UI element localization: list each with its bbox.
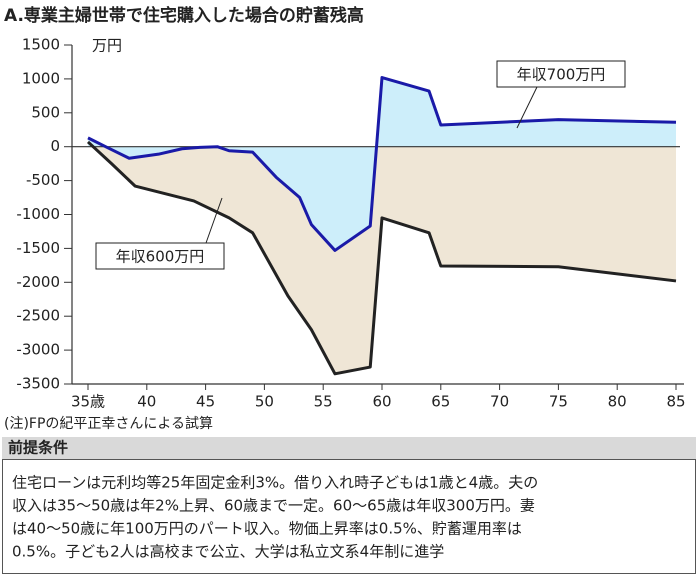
conditions-line: 住宅ローンは元利均等25年固定金利3%。借り入れ時子どもは1歳と4歳。夫の: [12, 474, 538, 492]
y-tick-label: -2500: [16, 307, 60, 325]
x-tick-label: 80: [608, 393, 627, 411]
x-tick-label: 75: [549, 393, 568, 411]
x-tick-label: 85: [666, 393, 685, 411]
x-tick-label: 70: [490, 393, 509, 411]
x-tick-label: 35歳: [71, 393, 105, 411]
x-tick-label: 55: [314, 393, 333, 411]
y-unit: 万円: [92, 37, 122, 55]
label-leader: [205, 197, 223, 244]
x-tick-label: 50: [255, 393, 274, 411]
y-tick-label: -3500: [16, 375, 60, 393]
conditions-line: 0.5%。子ども2人は高校まで公立、大学は私立文系4年制に進学: [12, 543, 444, 561]
y-tick-label: 1500: [22, 36, 60, 54]
y-tick-label: -3000: [16, 341, 60, 359]
line: [87, 76, 677, 252]
conditions-box: [2, 459, 696, 574]
y-tick-label: 500: [31, 103, 60, 121]
y-tick-label: 1000: [22, 69, 60, 87]
y-tick-label: -500: [26, 171, 60, 189]
x-tick-label: 40: [137, 393, 156, 411]
y-tick-label: -1500: [16, 239, 60, 257]
x-tick-label: 45: [196, 393, 215, 411]
x-tick-label: 65: [431, 393, 450, 411]
chart-title: A.専業主婦世帯で住宅購入した場合の貯蓄残高: [4, 5, 364, 26]
line: [86, 140, 677, 376]
area: [88, 141, 676, 374]
x-tick-label: 60: [372, 393, 391, 411]
legend-label: 年収600万円: [116, 248, 205, 266]
conditions-line: は40～50歳に年100万円のパート収入。物価上昇率は0.5%、貯蓄運用率は: [12, 520, 522, 538]
conditions-header-bg: [2, 437, 696, 459]
label-box: [496, 60, 626, 88]
y-tick-label: -1000: [16, 205, 60, 223]
conditions-line: 収入は35～50歳は年2%上昇、60歳まで一定。60～65歳は年収300万円。妻: [12, 497, 535, 515]
label-leader: [516, 86, 538, 129]
y-tick-label: 0: [50, 137, 60, 155]
legend-label: 年収700万円: [517, 66, 606, 84]
conditions-title: 前提条件: [8, 439, 68, 457]
label-box: [95, 242, 225, 270]
area: [88, 77, 676, 251]
y-tick-label: -2000: [16, 273, 60, 291]
note: (注)FPの紀平正幸さんによる試算: [4, 416, 213, 432]
